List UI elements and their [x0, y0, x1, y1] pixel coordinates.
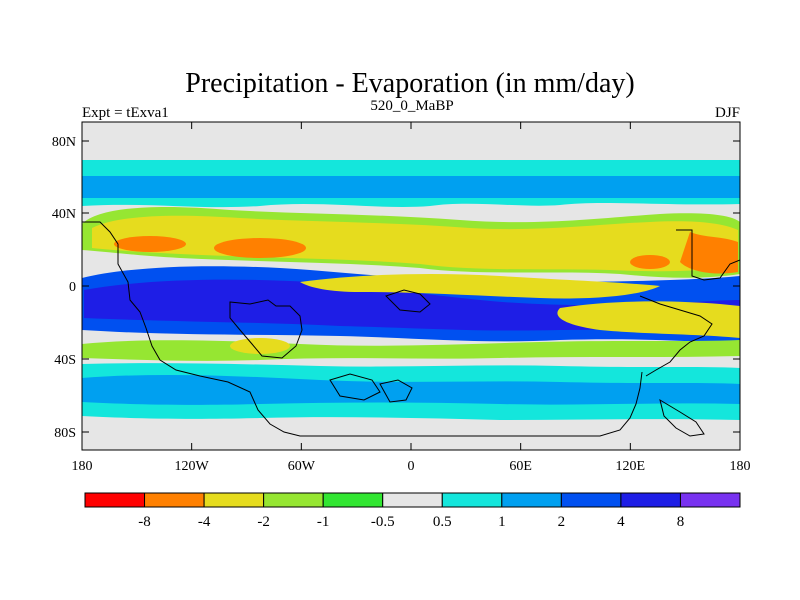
island-north: [385, 289, 431, 313]
colorbar-swatch: [441, 492, 503, 508]
colorbar-label: -0.5: [371, 514, 395, 530]
pme-field: [82, 122, 740, 450]
colorbar-label: -2: [257, 514, 270, 530]
north-dry-core-1: [214, 238, 306, 258]
colorbar-swatch: [620, 492, 681, 508]
colorbar-label: -8: [138, 514, 151, 530]
island-southeast: [659, 398, 705, 437]
colorbar-label: 4: [617, 514, 625, 530]
continent-west: [82, 221, 643, 437]
island-south-1: [329, 373, 381, 401]
north-band-blue: [82, 176, 740, 198]
continent-outlines: [82, 221, 740, 437]
lat-tick-label: 80S: [54, 426, 76, 441]
longitude-axis: 180 120W 60W 0 60E 120E 180: [72, 122, 751, 474]
lon-tick-label: 60E: [509, 459, 532, 474]
plot-title: Precipitation - Evaporation (in mm/day): [185, 68, 634, 99]
colorbar-label: -1: [317, 514, 330, 530]
colorbar-label: -4: [198, 514, 211, 530]
lon-tick-label: 60W: [288, 459, 316, 474]
lat-tick-label: 40S: [54, 353, 76, 368]
lon-tick-label: 180: [72, 459, 93, 474]
north-band-edge: [82, 198, 740, 208]
continent-central: [229, 299, 303, 359]
colorbar-swatch: [560, 492, 622, 508]
colorbar: -8 -4 -2 -1 -0.5 0.5 1 2 4 8: [84, 492, 741, 530]
latitude-axis: 80N 40N 0 40S 80S: [52, 135, 740, 441]
north-dry-belt: [92, 215, 738, 272]
colorbar-label: 2: [558, 514, 566, 530]
period-label: 520_0_MaBP: [370, 98, 453, 114]
continent-east: [639, 229, 740, 377]
experiment-label: Expt = tExva1: [82, 105, 169, 121]
lat-tick-label: 40N: [52, 207, 76, 222]
colorbar-label: 8: [677, 514, 685, 530]
north-band-cyan: [82, 160, 740, 176]
north-dry-core-3: [680, 232, 738, 274]
equator-dry-wedge: [300, 274, 660, 299]
lon-tick-label: 0: [408, 459, 415, 474]
island-south-2: [379, 379, 413, 403]
lat-tick-label: 80N: [52, 135, 76, 150]
lon-tick-label: 180: [730, 459, 751, 474]
lon-tick-label: 120W: [175, 459, 210, 474]
colorbar-swatch: [144, 492, 205, 508]
colorbar-label: 1: [498, 514, 506, 530]
south-dry-patch: [230, 338, 290, 354]
equator-dry-wedge-2: [557, 301, 740, 338]
colorbar-swatch: [203, 492, 265, 508]
lon-tick-label: 120E: [616, 459, 646, 474]
lat-tick-label: 0: [69, 280, 76, 295]
north-dry-core-2: [114, 236, 186, 252]
colorbar-swatch: [84, 492, 146, 508]
map-panel: 80N 40N 0 40S 80S 180 120W 60W 0 60E 120E 180: [52, 121, 751, 474]
season-label: DJF: [715, 105, 740, 121]
colorbar-label: 0.5: [433, 514, 452, 530]
colorbar-swatch: [382, 492, 443, 508]
colorbar-swatch: [501, 492, 562, 508]
north-dry-core-4: [630, 255, 670, 269]
colorbar-swatch: [679, 492, 741, 508]
colorbar-swatch: [263, 492, 324, 508]
colorbar-swatch: [322, 492, 384, 508]
